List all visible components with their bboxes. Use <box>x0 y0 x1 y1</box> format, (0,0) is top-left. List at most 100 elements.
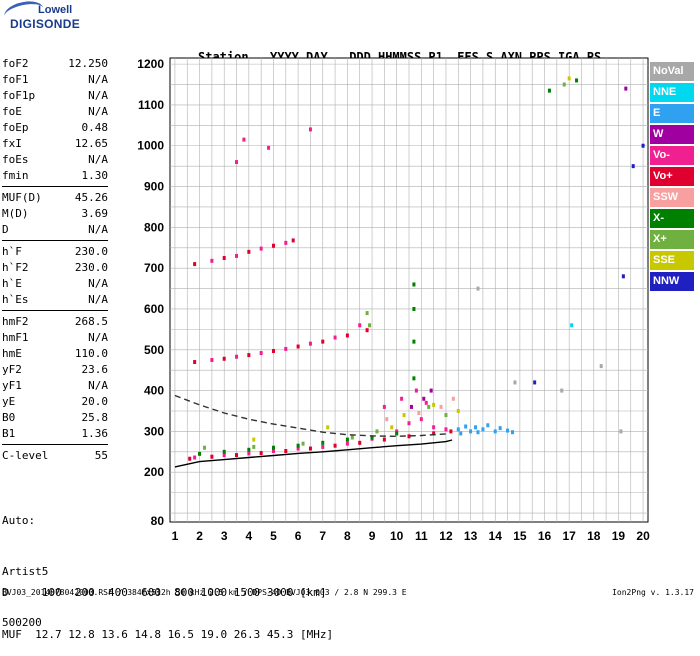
echo-point <box>271 349 275 354</box>
x-tick-label: 2 <box>196 529 203 543</box>
legend-item: SSW <box>650 188 694 207</box>
echo-point <box>414 388 418 393</box>
legend-item: X+ <box>650 230 694 249</box>
footer-file-info: BVJ03_2014078042000.RSF / 384fx512h 50 k… <box>2 588 407 597</box>
echo-point <box>333 443 337 448</box>
echo-point <box>321 444 325 449</box>
param-value: 110.0 <box>74 347 108 360</box>
echo-point <box>247 353 251 358</box>
header-labels-7: S <box>485 50 494 64</box>
echo-point <box>567 76 571 81</box>
echo-point <box>510 430 514 435</box>
echo-point <box>222 449 226 454</box>
x-tick-label: 3 <box>221 529 228 543</box>
param-value: 55 <box>94 449 108 462</box>
param-row: h`F 230.0 <box>2 244 108 260</box>
param-row: foE N/A <box>2 104 108 120</box>
param-label: D <box>2 223 9 236</box>
param-row: yF2 23.6 <box>2 362 108 378</box>
legend-item: X- <box>650 209 694 228</box>
echo-point <box>252 437 256 442</box>
echo-point <box>498 426 502 431</box>
echo-point <box>641 143 645 148</box>
legend-item: NNW <box>650 272 694 291</box>
echo-point <box>271 243 275 248</box>
param-value: N/A <box>88 153 108 166</box>
y-tick-label: 500 <box>144 343 164 357</box>
echo-point <box>296 344 300 349</box>
echo-point <box>560 388 564 393</box>
echo-point <box>390 425 394 430</box>
echo-point <box>412 376 416 381</box>
y-tick-label: 700 <box>144 261 164 275</box>
echo-point <box>345 441 349 446</box>
echo-point <box>476 286 480 291</box>
param-value: N/A <box>88 223 108 236</box>
y-tick-label: 400 <box>144 384 164 398</box>
echo-point <box>599 364 603 369</box>
echo-point <box>252 444 256 449</box>
x-tick-label: 10 <box>390 529 404 543</box>
echo-point <box>621 274 625 279</box>
echo-point <box>301 441 305 446</box>
echo-point <box>570 323 574 328</box>
param-row: foF1p N/A <box>2 88 108 104</box>
param-row: MUF(D) 45.26 <box>2 190 108 206</box>
echo-point <box>474 425 478 430</box>
legend-item: W <box>650 125 694 144</box>
param-row: h`E N/A <box>2 276 108 292</box>
echo-point <box>242 137 246 142</box>
param-divider <box>2 186 108 187</box>
param-value: 12.250 <box>68 57 108 70</box>
x-tick-label: 14 <box>489 529 503 543</box>
echo-point <box>271 448 275 453</box>
logo-digisonde: DIGISONDE <box>10 17 81 31</box>
echo-point <box>429 388 433 393</box>
echo-point <box>345 437 349 442</box>
muf-row: MUF 12.7 12.8 13.6 14.8 16.5 19.0 26.3 4… <box>2 628 334 641</box>
params-panel: foF2 12.250 foF1 N/A foF1p N/A foE N/A foEp 0.48 f… <box>2 56 108 464</box>
param-label: hmF2 <box>2 315 29 328</box>
x-tick-label: 7 <box>319 529 326 543</box>
legend-item: Vo+ <box>650 167 694 186</box>
echo-point <box>419 417 423 422</box>
echo-point <box>368 323 372 328</box>
param-value: N/A <box>88 277 108 290</box>
x-tick-label: 18 <box>587 529 601 543</box>
echo-point <box>358 323 362 328</box>
legend: NoVal NNE E W Vo- Vo+ SSW X- X+ SSE NNW <box>650 62 694 293</box>
echo-point <box>456 408 460 413</box>
echo-point <box>365 311 369 316</box>
legend-item: E <box>650 104 694 123</box>
param-value: 12.65 <box>74 137 108 150</box>
echo-point <box>562 82 566 87</box>
logo-lowell: Lowell <box>38 4 73 16</box>
echo-point <box>345 333 349 338</box>
echo-point <box>210 258 214 263</box>
param-row: foEs N/A <box>2 152 108 168</box>
echo-point <box>432 402 436 407</box>
echo-point <box>481 427 485 432</box>
y-tick-label: 900 <box>144 180 164 194</box>
legend-item: Vo- <box>650 146 694 165</box>
param-label: foF1 <box>2 73 29 86</box>
echo-point <box>439 404 443 409</box>
param-label: foE <box>2 105 22 118</box>
x-tick-label: 8 <box>344 529 351 543</box>
echo-point <box>412 339 416 344</box>
param-value: 45.26 <box>74 191 108 204</box>
param-row: fmin 1.30 <box>2 168 108 184</box>
x-tick-label: 13 <box>464 529 478 543</box>
echo-point <box>432 425 436 430</box>
echo-point <box>193 262 197 267</box>
param-value: 1.30 <box>81 169 109 182</box>
echo-point <box>417 411 421 416</box>
legend-item: NoVal <box>650 62 694 81</box>
echo-point <box>259 451 263 456</box>
profile-curve-dashed <box>174 394 447 438</box>
echo-point <box>296 443 300 448</box>
auto-title: Auto: <box>2 514 36 527</box>
echo-point <box>333 335 337 340</box>
echo-point <box>456 427 460 432</box>
param-label: yF1 <box>2 379 22 392</box>
